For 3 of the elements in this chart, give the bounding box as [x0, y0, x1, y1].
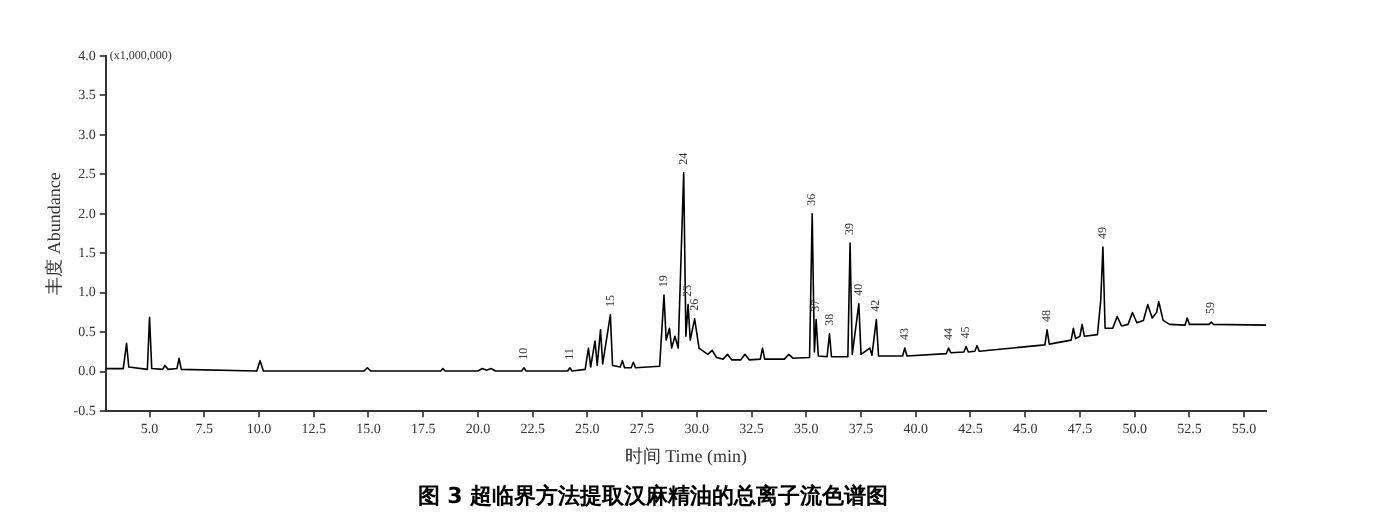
x-axis-title: 时间 Time (min) [624, 445, 748, 466]
y-axis-title: 丰度 Abundance [43, 172, 64, 295]
text: 图 3 超临界方法提取汉麻精油的总离子流色谱图 [417, 482, 889, 509]
